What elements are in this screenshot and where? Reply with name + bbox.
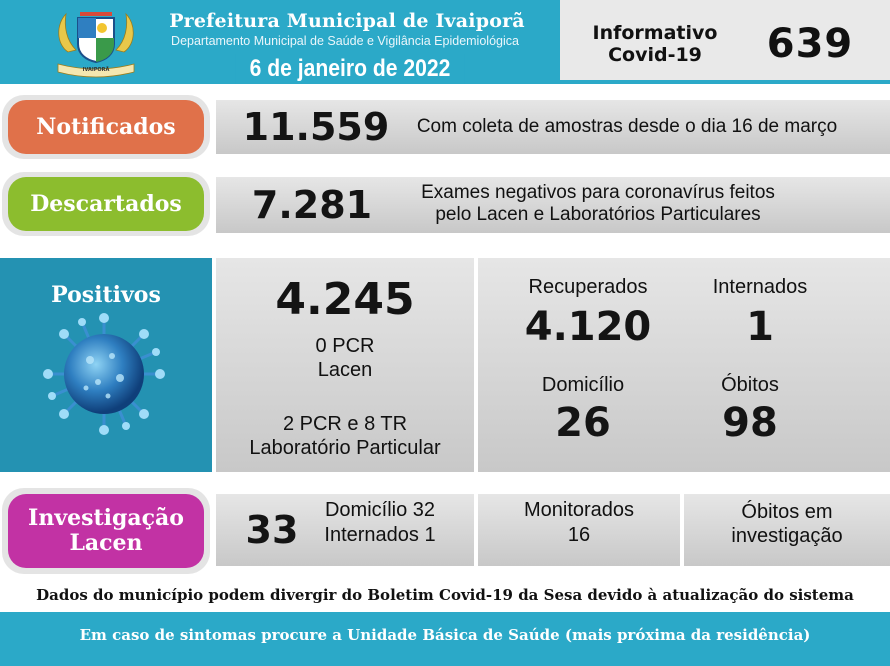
crest-banner-text: IVAIPORÃ [83,66,110,73]
recuperados-value: 4.120 [524,304,652,350]
positivos-lab-label: Laboratório Particular [249,437,441,459]
monitorados: Monitorados 16 [478,498,680,548]
investigacao-breakdown: Domicílio 32 Internados 1 [304,498,456,548]
positivos-right-box [478,258,890,472]
investigacao-label-line2: Lacen [69,530,143,556]
obitos-label: Óbitos [721,374,779,396]
notificados-value: 11.559 [242,105,390,149]
obitos-value: 98 [722,400,778,446]
informativo-line1: Informativo [592,22,718,44]
investigacao-label: Investigação Lacen [8,494,204,568]
monitorados-box [478,494,680,566]
monitorados-value: 16 [567,524,591,546]
domicilio-value: 26 [555,400,611,446]
investigacao-internados: Internados 1 [324,524,436,546]
footer-message: Em caso de sintomas procure a Unidade Bá… [79,626,811,644]
notificados-bar [216,100,890,154]
positivos-left-box [216,258,474,472]
obitos-investigacao-line2: investigação [731,525,843,547]
internados-label: Internados [712,276,808,298]
positivos-lab-count: 2 PCR e 8 TR [282,413,408,435]
descartados-bar [216,177,890,233]
obitos-investigacao-box [684,494,890,566]
recuperados-label: Recuperados [528,276,648,298]
info-panel [554,0,890,80]
monitorados-label: Monitorados [523,499,635,521]
investigacao-label-line1: Investigação [28,505,184,531]
bulletin-number: 639 [766,21,854,67]
department-subtitle: Departamento Municipal de Saúde e Vigilâ… [171,34,519,48]
descartados-text-line2: pelo Lacen e Laboratórios Particulares [435,204,761,225]
investigacao-value: 33 [245,508,299,552]
informativo-line2: Covid-19 [608,44,702,66]
disclaimer-note: Dados do município podem divergir do Bol… [36,586,854,604]
prefeitura-title: Prefeitura Municipal de Ivaiporã [169,10,525,32]
positivos-lacen-label: Lacen [317,359,373,381]
bulletin-date: 6 de janeiro de 2022 [235,54,465,84]
footer-band [0,612,890,666]
municipal-crest-icon: IVAIPORÃ [57,12,135,78]
descartados-value: 7.281 [251,183,373,227]
positivos-label: Positivos [51,282,161,308]
internados-value: 1 [746,304,774,350]
positivos-value: 4.245 [275,274,415,325]
domicilio-label: Domicílio [541,374,625,396]
notificados-text: Com coleta de amostras desde o dia 16 de… [416,116,838,137]
descartados-text: Exames negativos para coronavírus feitos… [388,182,808,226]
positivos-lacen-count: 0 PCR [315,335,375,357]
investigacao-box [216,494,474,566]
investigacao-domicilio: Domicílio 32 [324,499,436,521]
informativo-label: Informativo Covid-19 [574,22,736,66]
coronavirus-icon [43,313,165,435]
positivos-lacen: 0 PCR Lacen [216,334,474,382]
notificados-label: Notificados [8,100,204,154]
positivos-lab: 2 PCR e 8 TR Laboratório Particular [216,412,474,460]
obitos-investigacao: Óbitos em investigação [684,500,890,548]
descartados-text-line1: Exames negativos para coronavírus feitos [421,182,775,203]
descartados-label: Descartados [8,177,204,231]
obitos-investigacao-line1: Óbitos em [741,501,833,523]
